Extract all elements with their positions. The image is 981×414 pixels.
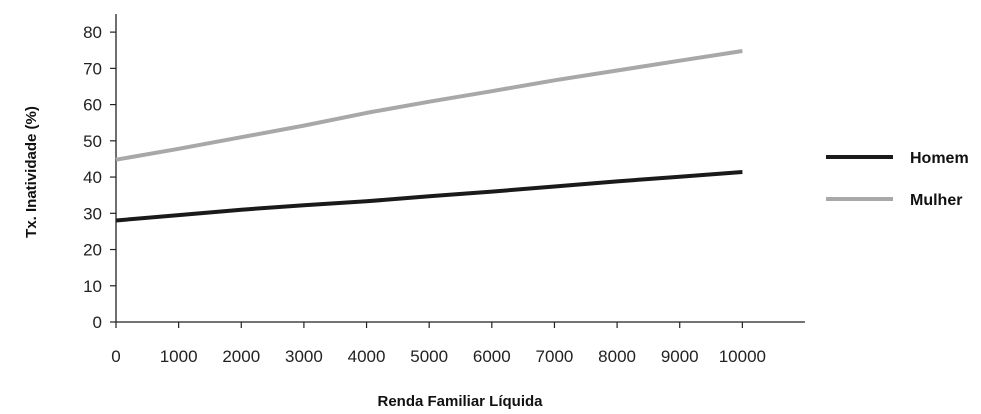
x-tick-label: 9000 [661, 347, 699, 366]
legend-label-homem: Homem [910, 150, 969, 167]
x-tick-label: 5000 [410, 347, 448, 366]
legend: Homem Mulher [826, 150, 969, 209]
legend-label-mulher: Mulher [910, 192, 962, 209]
y-axis-title: Tx. Inatividade (%) [23, 106, 40, 238]
y-tick-label: 60 [83, 96, 102, 115]
y-tick-label: 50 [83, 132, 102, 151]
x-tick-label: 2000 [222, 347, 260, 366]
series-line-mulher [115, 49, 743, 162]
x-tick-label: 7000 [536, 347, 574, 366]
y-tick-label: 40 [83, 168, 102, 187]
x-tick-label: 3000 [285, 347, 323, 366]
y-tick-label: 70 [83, 59, 102, 78]
x-tick-label: 6000 [473, 347, 511, 366]
y-tick-label: 80 [83, 23, 102, 42]
x-tick-label: 1000 [160, 347, 198, 366]
x-axis: 0 1000 2000 3000 4000 5000 6000 7000 8000 9000 100… [111, 321, 805, 366]
x-tick-label: 10000 [719, 347, 766, 366]
x-tick-label: 4000 [348, 347, 386, 366]
series-layer [115, 49, 743, 223]
x-tick-label: 8000 [598, 347, 636, 366]
x-axis-title: Renda Familiar Líquida [377, 393, 543, 410]
y-tick-label: 30 [83, 204, 102, 223]
y-tick-label: 0 [93, 313, 102, 332]
y-tick-label: 20 [83, 241, 102, 260]
y-tick-label: 10 [83, 277, 102, 296]
x-tick-label: 0 [111, 347, 120, 366]
series-line-homem [115, 170, 743, 223]
y-axis: 0 10 20 30 40 50 60 70 80 [83, 14, 117, 332]
